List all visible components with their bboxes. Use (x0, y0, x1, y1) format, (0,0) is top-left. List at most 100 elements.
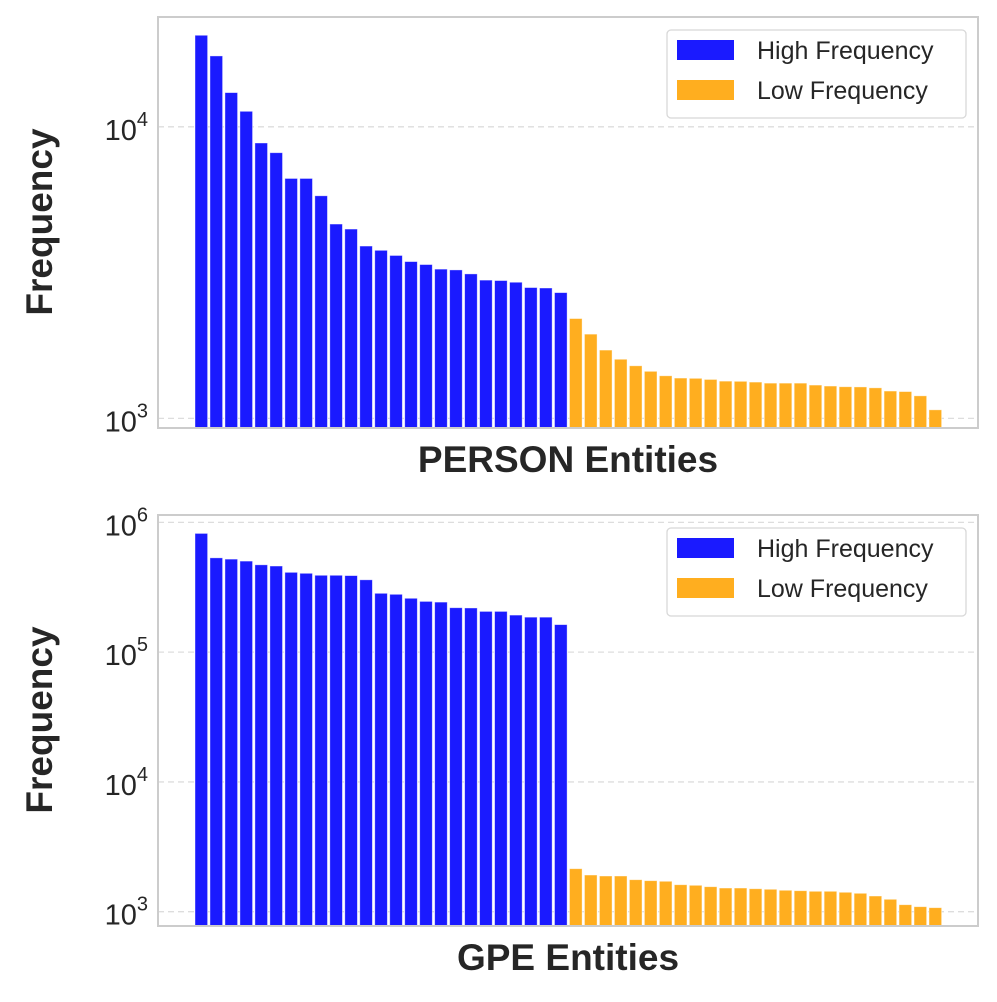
high-frequency-bar (479, 611, 493, 927)
high-frequency-bar (254, 564, 268, 927)
high-frequency-bar (419, 264, 433, 429)
legend: High Frequency Low Frequency (666, 527, 967, 617)
low-frequency-bar (629, 879, 643, 927)
low-frequency-bar (898, 904, 913, 927)
high-frequency-bar (389, 593, 403, 927)
low-frequency-swatch (677, 578, 734, 598)
high-frequency-bar (539, 616, 553, 927)
low-frequency-bar (883, 898, 898, 927)
low-frequency-bar (898, 391, 913, 429)
low-frequency-bar (658, 880, 673, 927)
high-frequency-bar (464, 607, 478, 927)
low-frequency-bar (629, 365, 643, 429)
low-frequency-bar (569, 868, 583, 927)
high-frequency-bar (194, 533, 209, 927)
y-tick-exponent: 3 (137, 894, 148, 916)
y-tick-label: 106 (105, 504, 148, 542)
legend: High Frequency Low Frequency (666, 29, 967, 119)
low-frequency-bar (883, 390, 898, 429)
low-frequency-bar (733, 380, 748, 429)
low-frequency-bar (853, 386, 868, 429)
high-frequency-bar (389, 255, 403, 429)
y-tick-base: 10 (105, 406, 137, 438)
y-tick-base: 10 (105, 900, 137, 932)
y-tick-exponent: 4 (137, 109, 148, 131)
low-frequency-bar (808, 890, 823, 927)
high-frequency-bar (494, 611, 508, 927)
high-frequency-bar (509, 281, 523, 429)
low-frequency-bar (838, 386, 853, 429)
low-frequency-bar (584, 333, 598, 429)
y-tick-label: 104 (105, 109, 148, 147)
high-frequency-bar (494, 280, 508, 429)
high-frequency-bar (254, 142, 268, 429)
high-frequency-bar (539, 287, 553, 429)
high-frequency-bar (239, 560, 253, 927)
y-tick-label: 105 (105, 634, 148, 672)
high-frequency-bar (209, 557, 223, 927)
high-frequency-bar (224, 92, 238, 429)
high-frequency-bar (404, 261, 418, 429)
y-axis-label: Frequency (19, 626, 60, 814)
low-frequency-bar (793, 890, 808, 927)
high-frequency-bar (359, 245, 373, 429)
legend-box (666, 527, 967, 617)
low-frequency-swatch (677, 80, 734, 100)
low-frequency-bar (733, 887, 748, 927)
low-frequency-bar (673, 377, 688, 429)
low-frequency-bar (584, 874, 598, 927)
low-frequency-bar (913, 395, 928, 429)
high-frequency-bar (524, 616, 538, 927)
low-frequency-bar (614, 358, 628, 429)
high-frequency-bar (419, 601, 433, 927)
high-frequency-bar (374, 592, 388, 927)
high-frequency-bar (239, 110, 253, 429)
low-frequency-bar (853, 892, 868, 927)
high-frequency-bar (299, 178, 313, 429)
high-frequency-swatch (677, 40, 734, 60)
x-axis-label: PERSON Entities (418, 439, 718, 480)
low-frequency-bar (778, 889, 793, 927)
high-frequency-bar (329, 574, 343, 927)
high-frequency-bar (344, 575, 358, 927)
high-frequency-bar (224, 558, 238, 927)
low-frequency-bar (599, 349, 613, 429)
high-frequency-bar (329, 223, 343, 429)
high-frequency-bar (194, 34, 209, 429)
low-frequency-bar (823, 385, 838, 429)
y-tick-exponent: 3 (137, 400, 148, 422)
high-frequency-bar (554, 624, 568, 927)
legend-label: Low Frequency (757, 575, 928, 603)
low-frequency-bar (928, 409, 943, 429)
high-frequency-bar (344, 228, 358, 429)
axes-frame (157, 514, 979, 927)
high-frequency-bar (299, 572, 313, 927)
low-frequency-bar (868, 895, 883, 927)
low-frequency-bar (838, 891, 853, 927)
y-axis-label: Frequency (19, 128, 60, 316)
low-frequency-bar (718, 380, 733, 429)
legend-label: High Frequency (757, 535, 934, 563)
low-frequency-bar (793, 382, 808, 429)
low-frequency-bar (928, 907, 943, 927)
low-frequency-bar (868, 387, 883, 429)
high-frequency-bar (554, 292, 568, 429)
y-tick-exponent: 6 (137, 504, 148, 526)
low-frequency-bar (778, 382, 793, 429)
y-tick-base: 10 (105, 115, 137, 147)
low-frequency-bar (703, 379, 718, 429)
low-frequency-bar (644, 880, 658, 927)
high-frequency-bar (284, 571, 298, 927)
low-frequency-bar (703, 886, 718, 927)
y-tick-label: 103 (105, 400, 148, 438)
low-frequency-bar (688, 884, 703, 927)
low-frequency-bar (673, 884, 688, 927)
low-frequency-bar (763, 888, 778, 927)
high-frequency-bar (434, 268, 448, 429)
high-frequency-bar (269, 152, 283, 429)
y-tick-base: 10 (105, 640, 137, 672)
y-tick-label: 104 (105, 764, 148, 802)
gpe-chart: GPE Entities Frequency 103104105106High … (19, 504, 979, 978)
y-tick-label: 103 (105, 894, 148, 932)
